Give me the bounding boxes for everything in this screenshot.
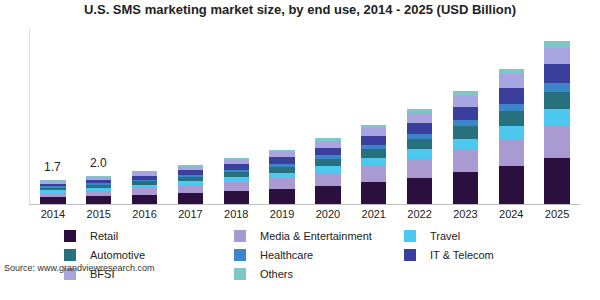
svg-text:2014: 2014: [41, 208, 65, 220]
svg-text:2015: 2015: [87, 208, 111, 220]
svg-text:Source: www.grandviewresearch.: Source: www.grandviewresearch.com: [4, 263, 155, 273]
svg-text:2023: 2023: [453, 208, 477, 220]
svg-text:2018: 2018: [224, 208, 248, 220]
svg-text:Media & Entertainment: Media & Entertainment: [260, 230, 372, 242]
svg-text:Retail: Retail: [90, 230, 118, 242]
svg-text:2021: 2021: [362, 208, 386, 220]
svg-text:IT & Telecom: IT & Telecom: [430, 249, 494, 261]
svg-text:Travel: Travel: [430, 230, 460, 242]
svg-text:2.0: 2.0: [90, 156, 107, 170]
svg-text:BFSI: BFSI: [90, 268, 114, 280]
svg-text:2017: 2017: [178, 208, 202, 220]
svg-text:2024: 2024: [499, 208, 523, 220]
svg-text:Automotive: Automotive: [90, 249, 145, 261]
svg-text:2022: 2022: [407, 208, 431, 220]
svg-text:2016: 2016: [132, 208, 156, 220]
svg-text:Healthcare: Healthcare: [260, 249, 313, 261]
svg-text:U.S. SMS marketing market size: U.S. SMS marketing market size, by end u…: [84, 2, 516, 17]
svg-text:2020: 2020: [316, 208, 340, 220]
svg-text:2025: 2025: [545, 208, 569, 220]
svg-text:1.7: 1.7: [44, 160, 61, 174]
svg-text:Others: Others: [260, 268, 294, 280]
svg-text:2019: 2019: [270, 208, 294, 220]
